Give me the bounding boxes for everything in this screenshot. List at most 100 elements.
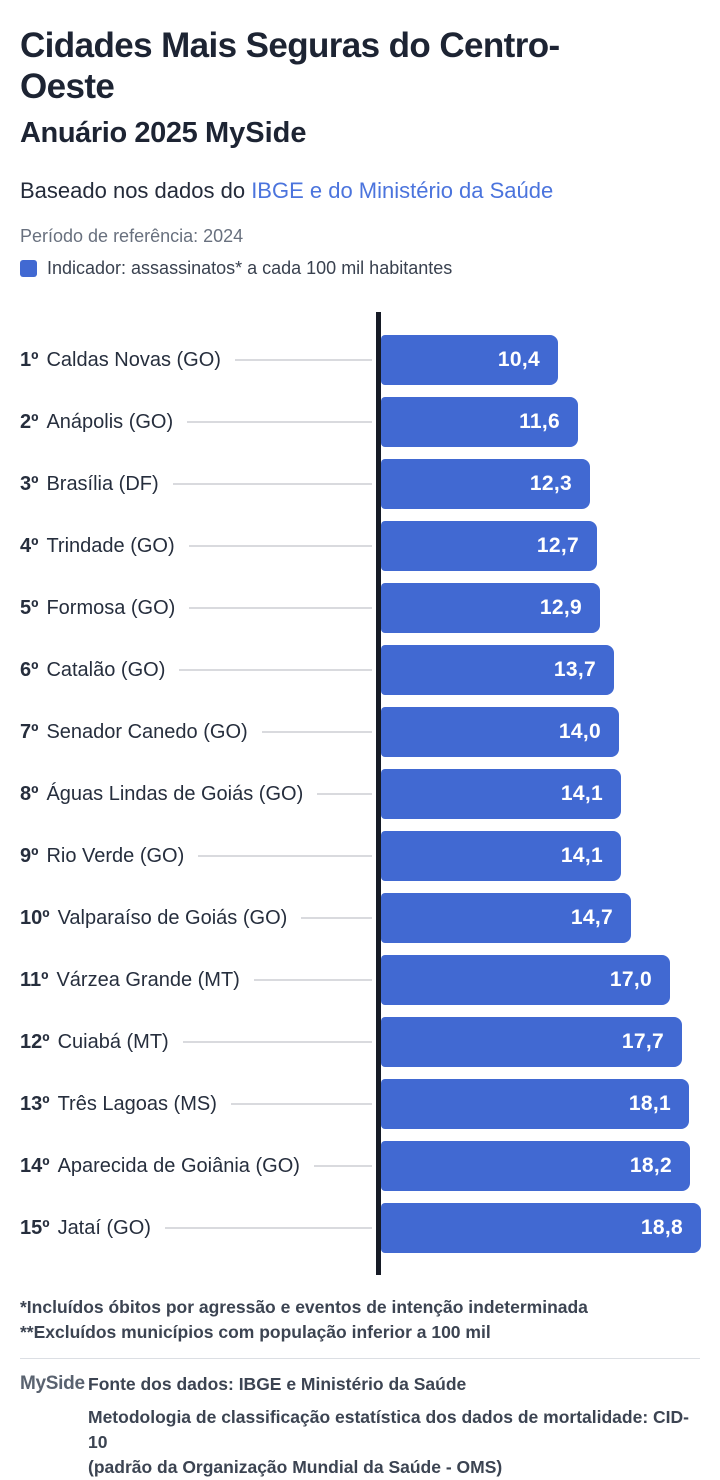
leader-line (253, 979, 372, 981)
leader-line (188, 545, 372, 547)
rank-label: 12º (20, 1030, 50, 1053)
value-bar: 11,6 (381, 397, 578, 447)
source-link[interactable]: IBGE e do Ministério da Saúde (251, 178, 554, 203)
footer-methodology-line2: (padrão da Organização Mundial da Saúde … (88, 1457, 503, 1477)
value-bar: 17,0 (381, 955, 670, 1005)
legend-color-swatch-icon (20, 260, 37, 277)
value-label: 14,1 (560, 782, 603, 805)
rank-label: 9º (20, 844, 39, 867)
city-label: Brasília (DF) (46, 472, 159, 495)
footer-source: Fonte dos dados: IBGE e Ministério da Sa… (88, 1374, 467, 1394)
page-title: Cidades Mais Seguras do Centro-Oeste (20, 26, 560, 106)
leader-line (234, 359, 372, 361)
category-label: 2º Anápolis (GO) (20, 391, 372, 453)
chart-row: 1º Caldas Novas (GO) 10,4 (20, 329, 700, 391)
value-label: 13,7 (553, 658, 596, 681)
rank-label: 7º (20, 720, 39, 743)
value-label: 14,7 (570, 906, 613, 929)
chart-row: 13º Três Lagoas (MS) 18,1 (20, 1073, 700, 1135)
city-label: Trindade (GO) (46, 534, 175, 557)
value-bar: 18,2 (381, 1141, 690, 1191)
city-label: Senador Canedo (GO) (46, 720, 248, 743)
city-label: Jataí (GO) (57, 1216, 151, 1239)
value-bar: 13,7 (381, 645, 614, 695)
leader-line (172, 483, 372, 485)
category-label: 9º Rio Verde (GO) (20, 825, 372, 887)
value-label: 14,0 (558, 720, 601, 743)
rank-label: 6º (20, 658, 39, 681)
chart-row: 11º Várzea Grande (MT) 17,0 (20, 949, 700, 1011)
rank-label: 3º (20, 472, 39, 495)
chart-row: 4º Trindade (GO) 12,7 (20, 515, 700, 577)
city-label: Várzea Grande (MT) (56, 968, 240, 991)
footnotes: *Incluídos óbitos por agressão e eventos… (20, 1295, 700, 1345)
chart-row: 15º Jataí (GO) 18,8 (20, 1197, 701, 1259)
bar-chart: 1º Caldas Novas (GO) 10,4 2º Anápolis (G… (20, 312, 701, 1275)
leader-line (317, 793, 372, 795)
rank-label: 13º (20, 1092, 50, 1115)
leader-line (187, 421, 372, 423)
value-bar: 14,1 (381, 831, 621, 881)
category-label: 1º Caldas Novas (GO) (20, 329, 372, 391)
chart-legend: Indicador: assassinatos* a cada 100 mil … (20, 258, 700, 279)
data-source-line: Baseado nos dados do IBGE e do Ministéri… (20, 177, 700, 204)
category-label: 6º Catalão (GO) (20, 639, 372, 701)
baseline-axis (376, 312, 381, 1275)
rank-label: 14º (20, 1154, 50, 1177)
leader-line (179, 669, 372, 671)
value-bar: 14,0 (381, 707, 619, 757)
value-label: 12,3 (529, 472, 572, 495)
category-label: 11º Várzea Grande (MT) (20, 949, 372, 1011)
footnote-2: **Excluídos municípios com população inf… (20, 1322, 491, 1342)
city-label: Formosa (GO) (46, 596, 176, 619)
chart-row: 2º Anápolis (GO) 11,6 (20, 391, 700, 453)
value-bar: 12,7 (381, 521, 597, 571)
category-label: 10º Valparaíso de Goiás (GO) (20, 887, 372, 949)
city-label: Rio Verde (GO) (46, 844, 185, 867)
city-label: Caldas Novas (GO) (46, 348, 221, 371)
value-bar: 12,9 (381, 583, 600, 633)
footer-divider (20, 1358, 700, 1359)
chart-row: 5º Formosa (GO) 12,9 (20, 577, 700, 639)
reference-period: Período de referência: 2024 (20, 226, 244, 246)
category-label: 3º Brasília (DF) (20, 453, 372, 515)
chart-row: 6º Catalão (GO) 13,7 (20, 639, 700, 701)
legend-label: Indicador: assassinatos* a cada 100 mil … (47, 258, 453, 278)
value-bar: 12,3 (381, 459, 590, 509)
rank-label: 11º (20, 968, 49, 991)
chart-row: 14º Aparecida de Goiânia (GO) 18,2 (20, 1135, 700, 1197)
value-label: 11,6 (519, 410, 560, 433)
footer-text: Fonte dos dados: IBGE e Ministério da Sa… (88, 1372, 700, 1480)
chart-row: 12º Cuiabá (MT) 17,7 (20, 1011, 700, 1073)
value-label: 12,7 (536, 534, 579, 557)
leader-line (198, 855, 372, 857)
chart-row: 3º Brasília (DF) 12,3 (20, 453, 700, 515)
rank-label: 10º (20, 906, 50, 929)
value-label: 18,2 (629, 1154, 672, 1177)
city-label: Três Lagoas (MS) (57, 1092, 217, 1115)
chart-rows: 1º Caldas Novas (GO) 10,4 2º Anápolis (G… (20, 312, 701, 1275)
value-bar: 14,1 (381, 769, 621, 819)
chart-row: 9º Rio Verde (GO) 14,1 (20, 825, 700, 887)
value-label: 12,9 (539, 596, 582, 619)
rank-label: 5º (20, 596, 39, 619)
category-label: 13º Três Lagoas (MS) (20, 1073, 372, 1135)
leader-line (164, 1227, 372, 1229)
city-label: Águas Lindas de Goiás (GO) (46, 782, 304, 805)
value-label: 10,4 (497, 348, 540, 371)
myside-logo: MySide (20, 1373, 85, 1394)
city-label: Catalão (GO) (46, 658, 166, 681)
value-bar: 14,7 (381, 893, 631, 943)
page-subtitle: Anuário 2025 MySide (20, 116, 700, 150)
value-label: 17,7 (621, 1030, 664, 1053)
value-label: 18,8 (640, 1216, 683, 1239)
value-bar: 17,7 (381, 1017, 682, 1067)
rank-label: 15º (20, 1216, 50, 1239)
city-label: Valparaíso de Goiás (GO) (57, 906, 288, 929)
footer: MySide Fonte dos dados: IBGE e Ministéri… (20, 1372, 700, 1480)
leader-line (313, 1165, 372, 1167)
chart-row: 8º Águas Lindas de Goiás (GO) 14,1 (20, 763, 700, 825)
leader-line (261, 731, 372, 733)
category-label: 4º Trindade (GO) (20, 515, 372, 577)
